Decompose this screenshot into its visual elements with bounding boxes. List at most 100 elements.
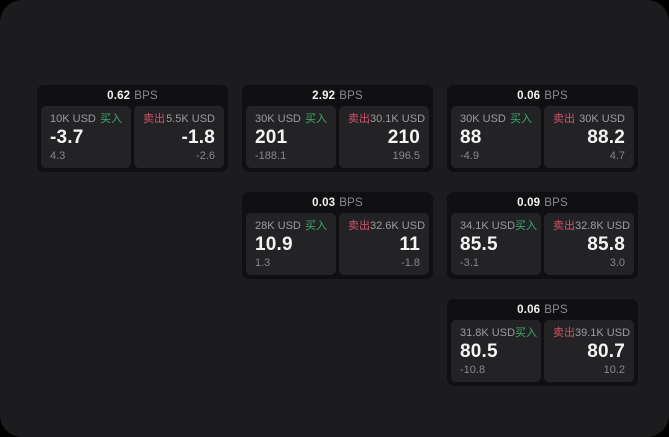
buy-amount: 31.8K USD (460, 327, 516, 339)
sell-tile[interactable]: 卖出 30K USD 88.2 4.7 (544, 106, 634, 168)
spread-value: 0.06 (517, 89, 541, 102)
buy-price: 85.5 (460, 233, 498, 255)
sell-tile[interactable]: 卖出 5.5K USD -1.8 -2.6 (134, 106, 224, 168)
buy-tile[interactable]: 28K USD 买入 10.9 1.3 (246, 213, 336, 275)
sell-tile-top: 卖出 30.1K USD (348, 113, 425, 125)
spread-value: 0.62 (107, 89, 131, 102)
sell-side-label: 卖出 (348, 220, 370, 232)
buy-price: 80.5 (460, 340, 498, 362)
buy-amount: 28K USD (255, 220, 301, 232)
buy-tile-top: 30K USD 买入 (460, 113, 532, 125)
buy-side-label: 买入 (510, 113, 532, 125)
spread-value: 0.06 (517, 303, 541, 316)
quote-tiles: 31.8K USD 买入 80.5 -10.8 卖出 39.1K USD 80.… (447, 320, 638, 386)
quote-tiles: 30K USD 买入 88 -4.9 卖出 30K USD 88.2 4.7 (447, 106, 638, 172)
quote-tiles: 28K USD 买入 10.9 1.3 卖出 32.6K USD 11 -1.8 (242, 213, 433, 279)
buy-price: 88 (460, 126, 482, 148)
sell-amount: 5.5K USD (166, 113, 215, 125)
sell-tile-top: 卖出 5.5K USD (143, 113, 215, 125)
buy-tile[interactable]: 10K USD 买入 -3.7 4.3 (41, 106, 131, 168)
buy-tile-top: 28K USD 买入 (255, 220, 327, 232)
buy-delta: -188.1 (255, 150, 287, 162)
sell-tile-top: 卖出 39.1K USD (553, 327, 630, 339)
sell-tile[interactable]: 卖出 39.1K USD 80.7 10.2 (544, 320, 634, 382)
sell-price: 88.2 (587, 126, 625, 148)
buy-tile[interactable]: 31.8K USD 买入 80.5 -10.8 (451, 320, 541, 382)
buy-amount: 10K USD (50, 113, 96, 125)
buy-side-label: 买入 (305, 113, 327, 125)
buy-delta: 1.3 (255, 257, 271, 269)
quote-tiles: 10K USD 买入 -3.7 4.3 卖出 5.5K USD -1.8 -2.… (37, 106, 228, 172)
sell-tile[interactable]: 卖出 30.1K USD 210 196.5 (339, 106, 429, 168)
buy-tile[interactable]: 30K USD 买入 88 -4.9 (451, 106, 541, 168)
spread-header: 0.03 BPS (242, 192, 433, 213)
sell-tile[interactable]: 卖出 32.8K USD 85.8 3.0 (544, 213, 634, 275)
quote-card-2: 0.06 BPS 30K USD 买入 88 -4.9 卖出 30K USD 8… (447, 85, 638, 172)
buy-tile[interactable]: 34.1K USD 买入 85.5 -3.1 (451, 213, 541, 275)
spread-header: 2.92 BPS (242, 85, 433, 106)
sell-price: 80.7 (587, 340, 625, 362)
buy-amount: 30K USD (255, 113, 301, 125)
sell-tile-top: 卖出 32.8K USD (553, 220, 630, 232)
quote-tiles: 34.1K USD 买入 85.5 -3.1 卖出 32.8K USD 85.8… (447, 213, 638, 279)
spread-value: 0.03 (312, 196, 336, 209)
quote-tiles: 30K USD 买入 201 -188.1 卖出 30.1K USD 210 1… (242, 106, 433, 172)
sell-side-label: 卖出 (553, 327, 575, 339)
buy-delta: -4.9 (460, 150, 479, 162)
spread-unit: BPS (544, 303, 568, 316)
sell-delta: 10.2 (603, 364, 625, 376)
buy-delta: -10.8 (460, 364, 486, 376)
spread-unit: BPS (544, 196, 568, 209)
sell-amount: 32.6K USD (370, 220, 426, 232)
spread-unit: BPS (339, 196, 363, 209)
sell-price: 210 (387, 126, 420, 148)
sell-price: -1.8 (181, 126, 215, 148)
buy-delta: 4.3 (50, 150, 66, 162)
sell-side-label: 卖出 (348, 113, 370, 125)
sell-side-label: 卖出 (553, 113, 575, 125)
spread-header: 0.06 BPS (447, 85, 638, 106)
quote-card-5: 0.06 BPS 31.8K USD 买入 80.5 -10.8 卖出 39.1… (447, 299, 638, 386)
sell-amount: 39.1K USD (575, 327, 631, 339)
buy-amount: 34.1K USD (460, 220, 516, 232)
sell-tile-top: 卖出 30K USD (553, 113, 625, 125)
quote-card-3: 0.03 BPS 28K USD 买入 10.9 1.3 卖出 32.6K US… (242, 192, 433, 279)
sell-delta: -1.8 (401, 257, 420, 269)
buy-price: -3.7 (50, 126, 84, 148)
spread-value: 0.09 (517, 196, 541, 209)
quote-card-1: 2.92 BPS 30K USD 买入 201 -188.1 卖出 30.1K … (242, 85, 433, 172)
sell-tile-top: 卖出 32.6K USD (348, 220, 425, 232)
sell-amount: 30K USD (579, 113, 625, 125)
buy-price: 201 (255, 126, 288, 148)
spread-unit: BPS (339, 89, 363, 102)
sell-price: 11 (399, 233, 420, 255)
buy-side-label: 买入 (305, 220, 327, 232)
sell-amount: 30.1K USD (370, 113, 426, 125)
sell-side-label: 卖出 (553, 220, 575, 232)
sell-delta: 196.5 (392, 150, 420, 162)
sell-amount: 32.8K USD (575, 220, 631, 232)
spread-header: 0.62 BPS (37, 85, 228, 106)
sell-delta: 4.7 (609, 150, 625, 162)
quote-card-0: 0.62 BPS 10K USD 买入 -3.7 4.3 卖出 5.5K USD… (37, 85, 228, 172)
spread-header: 0.06 BPS (447, 299, 638, 320)
buy-tile-top: 30K USD 买入 (255, 113, 327, 125)
buy-side-label: 买入 (515, 327, 538, 339)
sell-delta: -2.6 (196, 150, 215, 162)
spread-value: 2.92 (312, 89, 336, 102)
spread-header: 0.09 BPS (447, 192, 638, 213)
buy-tile[interactable]: 30K USD 买入 201 -188.1 (246, 106, 336, 168)
spread-unit: BPS (134, 89, 158, 102)
buy-side-label: 买入 (515, 220, 538, 232)
sell-price: 85.8 (587, 233, 625, 255)
buy-side-label: 买入 (100, 113, 122, 125)
sell-delta: 3.0 (609, 257, 625, 269)
buy-tile-top: 10K USD 买入 (50, 113, 122, 125)
spread-unit: BPS (544, 89, 568, 102)
buy-delta: -3.1 (460, 257, 479, 269)
quote-card-4: 0.09 BPS 34.1K USD 买入 85.5 -3.1 卖出 32.8K… (447, 192, 638, 279)
sell-side-label: 卖出 (143, 113, 165, 125)
buy-price: 10.9 (255, 233, 293, 255)
sell-tile[interactable]: 卖出 32.6K USD 11 -1.8 (339, 213, 429, 275)
